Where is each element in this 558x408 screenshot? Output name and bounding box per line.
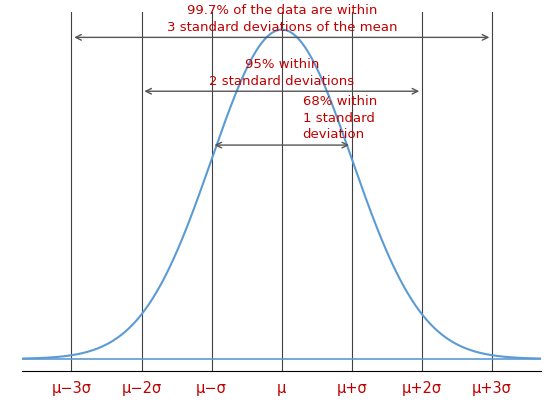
Text: 68% within
1 standard
deviation: 68% within 1 standard deviation bbox=[302, 95, 377, 142]
Text: 95% within
2 standard deviations: 95% within 2 standard deviations bbox=[209, 58, 354, 88]
Text: 99.7% of the data are within
3 standard deviations of the mean: 99.7% of the data are within 3 standard … bbox=[166, 4, 397, 34]
